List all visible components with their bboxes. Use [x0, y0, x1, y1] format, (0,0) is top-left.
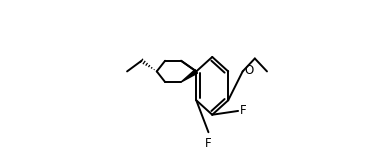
Text: F: F — [240, 104, 246, 118]
Polygon shape — [181, 70, 197, 82]
Text: F: F — [205, 137, 212, 150]
Text: O: O — [244, 64, 253, 77]
